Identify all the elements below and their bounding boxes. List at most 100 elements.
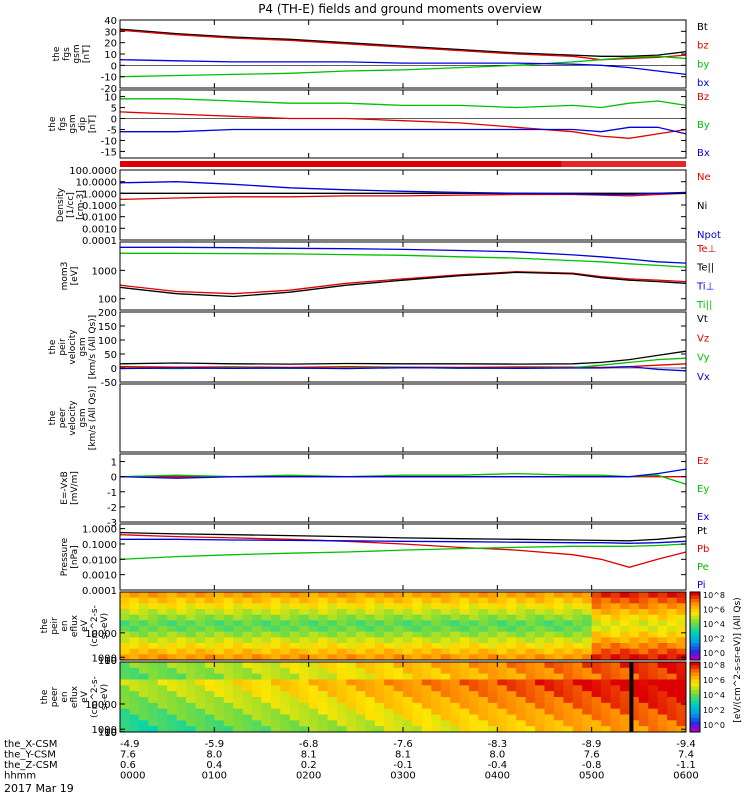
figure-title: P4 (TH-E) fields and ground moments over… (258, 2, 542, 16)
orbit-value: -7.6 (393, 739, 413, 750)
heatmap-cell (195, 614, 206, 621)
heatmap-cell (336, 662, 347, 669)
heatmap-cell (506, 620, 517, 627)
heatmap-cell (469, 667, 479, 675)
heatmap-cell (459, 592, 470, 599)
heatmap-cell (138, 708, 149, 715)
heatmap-cell (676, 714, 687, 721)
heatmap-cell (497, 603, 508, 610)
heatmap-cell (591, 685, 602, 692)
heatmap-cell (384, 667, 395, 675)
heatmap-cell (601, 708, 612, 715)
heatmap-cell (233, 673, 244, 680)
heatmap-cell (572, 597, 583, 604)
orbit-value: -0.8 (582, 760, 602, 771)
heatmap-cell (582, 597, 593, 604)
series-by-line (119, 55, 687, 78)
heatmap-cell (299, 662, 310, 669)
heatmap-cell (563, 654, 574, 661)
orbit-row-label: the_X-CSM (4, 739, 57, 750)
heatmap-cell (138, 614, 149, 621)
heatmap-cell (129, 597, 140, 604)
heatmap-cell (120, 691, 130, 698)
heatmap-cell (365, 626, 376, 633)
heatmap-cell (195, 667, 206, 675)
heatmap-cell (440, 614, 451, 621)
heatmap-cell (214, 662, 225, 669)
heatmap-cell (308, 667, 319, 675)
heatmap-cell (440, 714, 451, 721)
heatmap-cell (270, 720, 281, 727)
heatmap-cell (327, 679, 338, 686)
heatmap-cell (582, 679, 593, 686)
heatmap-cell (223, 654, 234, 661)
colorbar-swatch (690, 665, 700, 670)
heatmap-cell (280, 720, 291, 727)
heatmap-cell (506, 648, 517, 655)
heatmap-cell (167, 697, 178, 704)
colorbar-swatch (690, 672, 700, 677)
heatmap-cell (318, 702, 329, 710)
heatmap-cell (148, 662, 159, 669)
y-label-line: velocity (68, 329, 78, 365)
heatmap-cell (648, 609, 659, 616)
heatmap-cell (497, 654, 508, 661)
heatmap-cell (553, 597, 564, 604)
heatmap-cell (129, 726, 140, 733)
y-label-line: velocity (68, 400, 78, 436)
heatmap-cell (431, 654, 442, 661)
heatmap-cell (176, 597, 187, 604)
heatmap-cell (129, 673, 140, 680)
colorbar-tick-label: 10^4 (703, 620, 725, 629)
heatmap-cell (280, 637, 291, 644)
heatmap-cell (629, 643, 640, 650)
heatmap-cell (204, 643, 215, 650)
heatmap-cell (270, 643, 281, 650)
heatmap-cell (186, 673, 196, 680)
heatmap-cell (544, 691, 555, 698)
heatmap-cell (242, 708, 253, 715)
series-Ey-line (119, 472, 687, 485)
heatmap-cell (440, 643, 451, 650)
heatmap-cell (676, 614, 687, 621)
heatmap-cell (299, 637, 310, 644)
heatmap-cell (591, 726, 602, 733)
heatmap-cell (610, 708, 621, 715)
heatmap-cell (610, 648, 621, 655)
heatmap-cell (355, 631, 366, 638)
heatmap-cell (629, 726, 640, 733)
heatmap-cell (308, 679, 319, 686)
heatmap-cell (120, 662, 130, 669)
heatmap-cell (629, 609, 640, 616)
heatmap-cell (421, 667, 432, 675)
heatmap-cell (638, 631, 649, 638)
heatmap-cell (403, 609, 413, 616)
heatmap-cell (129, 592, 140, 599)
heatmap-cell (676, 691, 687, 698)
y-label-line: E=-VxB (60, 471, 70, 505)
heatmap-cell (148, 685, 159, 692)
heatmap-cell (120, 626, 130, 633)
heatmap-cell (591, 631, 602, 638)
heatmap-cell (393, 620, 404, 627)
heatmap-cell (497, 631, 508, 638)
heatmap-cell (440, 620, 451, 627)
heatmap-cell (544, 643, 555, 650)
heatmap-cell (421, 708, 432, 715)
heatmap-cell (657, 614, 668, 621)
heatmap-cell (289, 726, 300, 733)
heatmap-cell (563, 667, 574, 675)
heatmap-cell (393, 603, 404, 610)
heatmap-cell (629, 626, 640, 633)
heatmap-cell (572, 662, 583, 669)
heatmap-cell (365, 714, 376, 721)
colorbar: 10^810^610^410^210^0 (689, 591, 725, 661)
heatmap-cell (525, 637, 536, 644)
heatmap-cell (487, 667, 498, 675)
heatmap-cell (280, 708, 291, 715)
heatmap-cell (459, 648, 470, 655)
heatmap-cell (214, 654, 225, 661)
heatmap-cell (261, 597, 272, 604)
y-label-line: gsm (72, 44, 82, 63)
